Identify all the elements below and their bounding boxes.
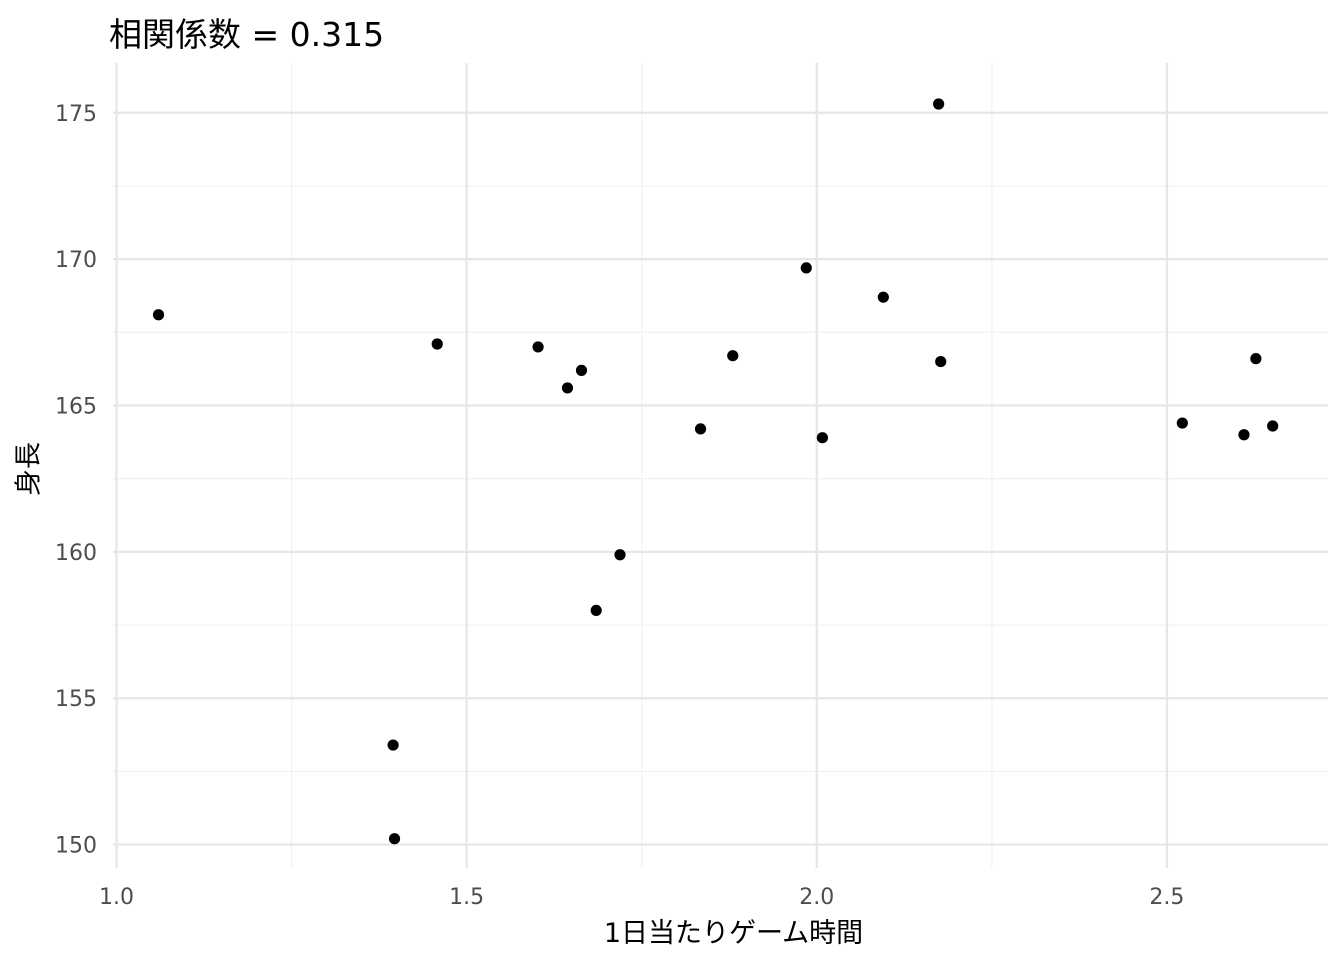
y-tick-label: 155 bbox=[55, 687, 97, 712]
data-point bbox=[590, 604, 602, 617]
data-point bbox=[614, 549, 626, 561]
data-point bbox=[727, 350, 739, 362]
data-point bbox=[532, 341, 544, 353]
x-tick-label: 1.5 bbox=[449, 885, 484, 910]
data-point bbox=[387, 739, 399, 751]
data-point bbox=[877, 291, 889, 303]
x-axis-label: 1日当たりゲーム時間 bbox=[603, 918, 864, 949]
y-tick-label: 175 bbox=[55, 102, 97, 127]
chart-title: 相関係数 = 0.315 bbox=[109, 15, 385, 54]
y-tick-label: 170 bbox=[55, 248, 97, 273]
minor-gridlines bbox=[113, 63, 1328, 868]
data-point bbox=[1250, 353, 1262, 365]
y-axis-ticks: 150 155 160 165 170 175 bbox=[55, 102, 97, 859]
data-point bbox=[561, 382, 574, 394]
x-axis-ticks: 1.0 1.5 2.0 2.5 bbox=[99, 885, 1184, 910]
y-tick-label: 165 bbox=[55, 394, 97, 419]
data-point bbox=[152, 309, 165, 321]
y-tick-label: 160 bbox=[55, 541, 97, 566]
data-point bbox=[575, 364, 588, 376]
data-point bbox=[935, 355, 947, 368]
major-gridlines bbox=[113, 63, 1328, 868]
y-tick-label: 150 bbox=[55, 834, 97, 859]
data-point bbox=[1176, 417, 1188, 429]
data-point bbox=[694, 423, 707, 435]
data-point bbox=[800, 262, 812, 274]
data-point bbox=[431, 338, 443, 350]
x-tick-label: 1.0 bbox=[99, 885, 134, 910]
data-point bbox=[1238, 429, 1250, 441]
x-tick-label: 2.0 bbox=[799, 885, 834, 910]
data-point bbox=[816, 432, 828, 444]
data-points bbox=[152, 98, 1279, 845]
x-tick-label: 2.5 bbox=[1149, 885, 1184, 910]
y-axis-label: 身長 bbox=[13, 442, 45, 496]
data-point bbox=[388, 833, 401, 845]
data-point bbox=[1267, 420, 1279, 432]
data-point bbox=[933, 98, 945, 110]
